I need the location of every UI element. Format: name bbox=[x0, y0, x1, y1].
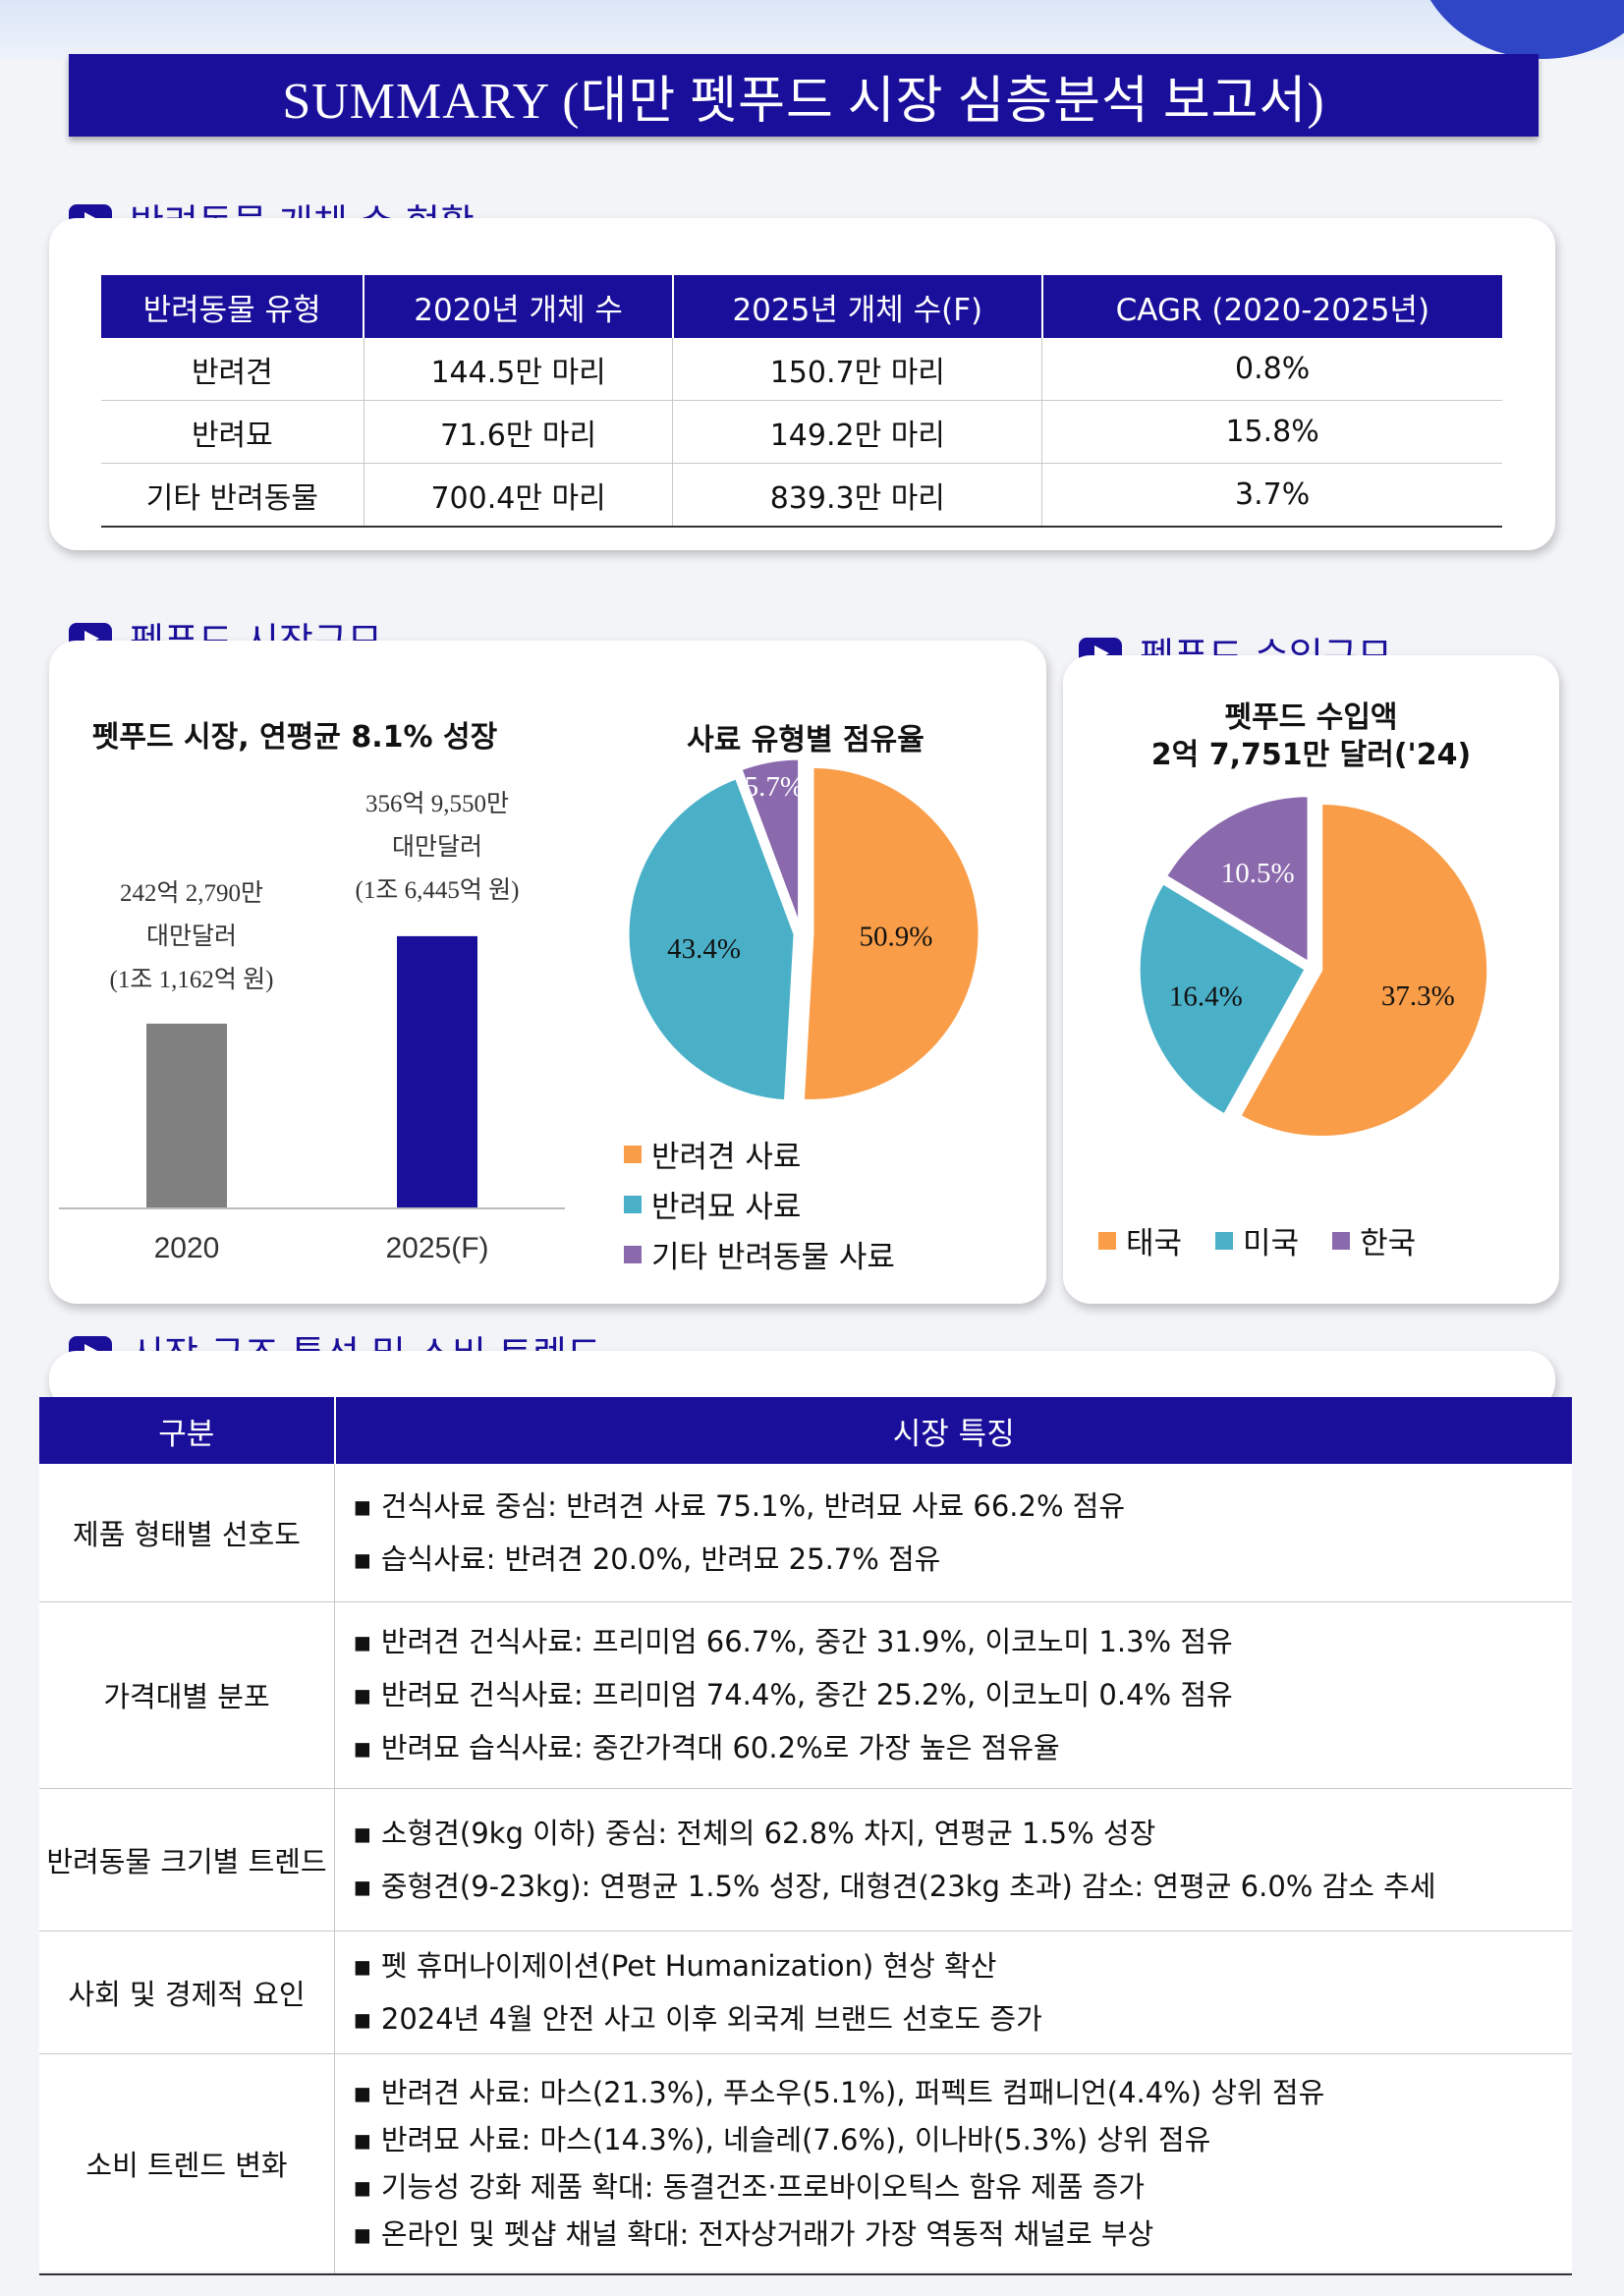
trend-bullet: 중형견(9-23kg): 연평균 1.5% 성장, 대형견(23kg 초과) 감… bbox=[353, 1860, 1571, 1913]
legend-item: 태국 bbox=[1098, 1218, 1182, 1262]
bar-value-label-2025: 356억 9,550만 대만달러 (1조 6,445억 원) bbox=[355, 791, 520, 904]
trend-description: 건식사료 중심: 반려견 사료 75.1%, 반려묘 사료 66.2% 점유습식… bbox=[334, 1464, 1572, 1602]
population-cell: 반려묘 bbox=[101, 400, 364, 464]
table-row: 기타 반려동물 700.4만 마리 839.3만 마리 3.7% bbox=[101, 463, 1502, 528]
trend-bullet: 반려견 사료: 마스(21.3%), 푸소우(5.1%), 퍼펙트 컴패니언(4… bbox=[353, 2069, 1571, 2116]
table-row: 반려견 144.5만 마리 150.7만 마리 0.8% bbox=[101, 338, 1502, 401]
legend-label: 태국 bbox=[1126, 1226, 1183, 1261]
legend-label: 기타 반려동물 사료 bbox=[651, 1240, 895, 1275]
trend-category: 가격대별 분포 bbox=[39, 1601, 335, 1789]
population-cell: 0.8% bbox=[1041, 338, 1502, 401]
population-header-cell: CAGR (2020-2025년) bbox=[1041, 275, 1502, 338]
bar-chart-title: 펫푸드 시장, 연평균 8.1% 성장 bbox=[91, 720, 498, 755]
pie-slice-반려견 사료 bbox=[801, 764, 981, 1102]
pie-slice-label: 50.9% bbox=[860, 922, 933, 953]
table-row: 반려동물 크기별 트렌드 소형견(9kg 이하) 중심: 전체의 62.8% 차지… bbox=[39, 1788, 1572, 1932]
legend-swatch bbox=[624, 1195, 642, 1213]
pie-slice-label: 10.5% bbox=[1221, 858, 1295, 889]
legend-swatch bbox=[624, 1145, 642, 1163]
pie-slice-label: 37.3% bbox=[1381, 980, 1455, 1012]
pie-chart-feed-type: 50.9% 43.4% 5.7% bbox=[626, 756, 981, 1103]
legend-swatch bbox=[1098, 1231, 1116, 1250]
bar-2020 bbox=[146, 1023, 227, 1208]
trend-bullet: 반려견 건식사료: 프리미엄 66.7%, 중간 31.9%, 이코노미 1.3… bbox=[353, 1615, 1571, 1668]
pie-slice-기타 반려동물 사료 bbox=[739, 756, 802, 926]
trend-description: 소형견(9kg 이하) 중심: 전체의 62.8% 차지, 연평균 1.5% 성… bbox=[334, 1788, 1572, 1932]
population-header-cell: 2025년 개체 수(F) bbox=[672, 275, 1043, 338]
trend-bullet: 반려묘 습식사료: 중간가격대 60.2%로 가장 높은 점유율 bbox=[353, 1721, 1571, 1774]
pie-slice-label: 5.7% bbox=[745, 771, 804, 803]
legend-item: 미국 bbox=[1215, 1218, 1299, 1262]
pie-slice-label: 43.4% bbox=[667, 933, 741, 965]
pie-slice-한국 bbox=[1163, 794, 1311, 966]
legend-label: 미국 bbox=[1243, 1226, 1300, 1261]
pie-type-title: 사료 유형별 점유율 bbox=[687, 723, 924, 757]
trend-header-cell: 시장 특징 bbox=[334, 1397, 1572, 1464]
trend-bullet: 기능성 강화 제품 확대: 동결건조·프로바이오틱스 함유 제품 증가 bbox=[353, 2163, 1571, 2211]
trend-bullet: 반려묘 건식사료: 프리미엄 74.4%, 중간 25.2%, 이코노미 0.4… bbox=[353, 1668, 1571, 1721]
legend-item: 기타 반려동물 사료 bbox=[624, 1232, 895, 1276]
population-cell: 반려견 bbox=[101, 338, 364, 401]
trend-bullet: 소형견(9kg 이하) 중심: 전체의 62.8% 차지, 연평균 1.5% 성… bbox=[353, 1807, 1571, 1860]
legend-item: 반려묘 사료 bbox=[624, 1182, 895, 1226]
bar-value-label-2020: 242억 2,790만 대만달러 (1조 1,162억 원) bbox=[109, 880, 274, 993]
population-cell: 839.3만 마리 bbox=[672, 463, 1043, 528]
pie-legend-import: 태국 미국 한국 bbox=[1098, 1218, 1416, 1262]
trend-header-cell: 구분 bbox=[39, 1397, 336, 1464]
population-header-cell: 반려동물 유형 bbox=[101, 275, 365, 338]
table-row: 사회 및 경제적 요인펫 휴머나이제이션(Pet Humanization) 현… bbox=[39, 1931, 1572, 2054]
trend-description: 펫 휴머나이제이션(Pet Humanization) 현상 확산2024년 4… bbox=[334, 1931, 1572, 2054]
legend-label: 한국 bbox=[1360, 1226, 1417, 1261]
population-cell: 71.6만 마리 bbox=[364, 400, 674, 464]
legend-label: 반려견 사료 bbox=[651, 1140, 802, 1175]
population-cell: 144.5만 마리 bbox=[364, 338, 674, 401]
table-row: 소비 트렌드 변화 반려견 사료: 마스(21.3%), 푸소우(5.1%), 퍼… bbox=[39, 2053, 1572, 2275]
trend-bullet: 온라인 및 펫샵 채널 확대: 전자상거래가 가장 역동적 채널로 부상 bbox=[353, 2211, 1571, 2258]
trend-description: 반려견 건식사료: 프리미엄 66.7%, 중간 31.9%, 이코노미 1.3… bbox=[334, 1601, 1572, 1789]
pie-slice-태국 bbox=[1237, 802, 1490, 1140]
pie-chart-import: 37.3% 16.4% 10.5% bbox=[1137, 794, 1490, 1140]
trend-bullet: 건식사료 중심: 반려견 사료 75.1%, 반려묘 사료 66.2% 점유 bbox=[353, 1480, 1571, 1533]
bar-category-label: 2025(F) bbox=[385, 1232, 488, 1264]
table-row: 제품 형태별 선호도건식사료 중심: 반려견 사료 75.1%, 반려묘 사료 … bbox=[39, 1464, 1572, 1602]
trend-description: 반려견 사료: 마스(21.3%), 푸소우(5.1%), 퍼펙트 컴패니언(4… bbox=[334, 2053, 1572, 2275]
pie-slice-미국 bbox=[1137, 880, 1309, 1118]
population-cell: 150.7만 마리 bbox=[672, 338, 1043, 401]
bar-2025(F) bbox=[397, 935, 477, 1208]
bar-chart: 2020 2025(F) bbox=[59, 935, 565, 1264]
trend-bullet: 2024년 4월 안전 사고 이후 외국계 브랜드 선호도 증가 bbox=[353, 1992, 1571, 2045]
trend-bullet: 반려묘 사료: 마스(14.3%), 네슬레(7.6%), 이나바(5.3%) … bbox=[353, 2116, 1571, 2163]
table-row: 반려묘 71.6만 마리 149.2만 마리 15.8% bbox=[101, 400, 1502, 464]
population-cell: 기타 반려동물 bbox=[101, 463, 364, 528]
import-chart-title: 펫푸드 수입액 2억 7,751만 달러('24) bbox=[1150, 700, 1472, 772]
legend-label: 반려묘 사료 bbox=[651, 1190, 802, 1225]
legend-swatch bbox=[1332, 1231, 1351, 1250]
legend-item: 반려견 사료 bbox=[624, 1132, 895, 1176]
trend-category: 사회 및 경제적 요인 bbox=[39, 1931, 335, 2054]
legend-swatch bbox=[624, 1245, 642, 1263]
report-title: SUMMARY (대만 펫푸드 시장 심층분석 보고서) bbox=[69, 54, 1539, 137]
trend-category: 반려동물 크기별 트렌드 bbox=[39, 1788, 335, 1932]
trend-category: 제품 형태별 선호도 bbox=[39, 1464, 335, 1602]
legend-item: 한국 bbox=[1332, 1218, 1416, 1262]
population-cell: 149.2만 마리 bbox=[672, 400, 1043, 464]
legend-swatch bbox=[1215, 1231, 1234, 1250]
population-cell: 3.7% bbox=[1041, 463, 1502, 528]
trend-bullet: 습식사료: 반려견 20.0%, 반려묘 25.7% 점유 bbox=[353, 1533, 1571, 1586]
trend-bullet: 펫 휴머나이제이션(Pet Humanization) 현상 확산 bbox=[353, 1939, 1571, 1992]
population-cell: 700.4만 마리 bbox=[364, 463, 674, 528]
population-header-cell: 2020년 개체 수 bbox=[364, 275, 674, 338]
table-row: 가격대별 분포 반려견 건식사료: 프리미엄 66.7%, 중간 31.9%, 이… bbox=[39, 1601, 1572, 1789]
bar-category-label: 2020 bbox=[154, 1232, 220, 1264]
pie-slice-label: 16.4% bbox=[1169, 981, 1243, 1013]
population-table: 반려동물 유형 2020년 개체 수 2025년 개체 수(F) CAGR (2020… bbox=[101, 275, 1502, 528]
pie-slice-반려묘 사료 bbox=[626, 775, 797, 1103]
population-cell: 15.8% bbox=[1041, 400, 1502, 464]
trend-category: 소비 트렌드 변화 bbox=[39, 2053, 335, 2275]
header-decoration bbox=[0, 0, 1624, 59]
